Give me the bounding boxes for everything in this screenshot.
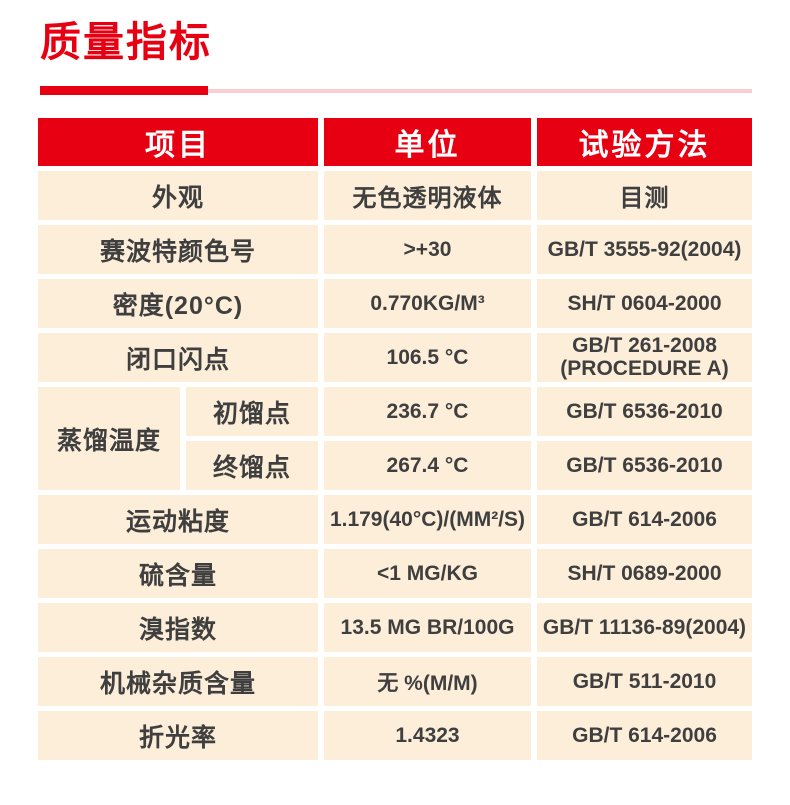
- spec-method-cell: GB/T 614-2006: [537, 495, 752, 544]
- table-header-row: 项目 单位 试验方法: [38, 118, 752, 166]
- spec-unit-cell: >+30: [324, 225, 531, 274]
- spec-unit-cell: 无色透明液体: [324, 171, 531, 220]
- column-header-item: 项目: [38, 118, 318, 166]
- divider-light-segment: [208, 88, 752, 93]
- spec-unit-cell: <1 MG/KG: [324, 549, 531, 598]
- spec-method-cell: GB/T 6536-2010: [537, 441, 752, 490]
- spec-item-cell: 运动粘度: [38, 495, 318, 544]
- spec-method-cell: SH/T 0689-2000: [537, 549, 752, 598]
- spec-item-cell: 密度(20°C): [38, 279, 318, 328]
- table-row: 折光率 1.4323 GB/T 614-2006: [38, 711, 752, 760]
- table-row: 终馏点 267.4 °C GB/T 6536-2010: [38, 441, 752, 490]
- title-divider: [40, 86, 752, 95]
- spec-unit-cell: 0.770KG/M³: [324, 279, 531, 328]
- spec-unit-cell: 236.7 °C: [324, 387, 531, 436]
- column-header-method: 试验方法: [537, 118, 752, 166]
- spec-method-cell: GB/T 614-2006: [537, 711, 752, 760]
- spec-subitem-cell: 终馏点: [186, 441, 318, 490]
- table-row: 机械杂质含量 无 %(M/M) GB/T 511-2010: [38, 657, 752, 706]
- spec-item-cell: 外观: [38, 171, 318, 220]
- spec-unit-cell: 1.4323: [324, 711, 531, 760]
- quality-spec-table: 项目 单位 试验方法 外观 无色透明液体 目测 赛波特颜色号 >+30 GB/T…: [32, 113, 758, 765]
- table-row: 赛波特颜色号 >+30 GB/T 3555-92(2004): [38, 225, 752, 274]
- divider-solid-segment: [40, 86, 208, 95]
- spec-method-cell: GB/T 261-2008 (PROCEDURE A): [537, 333, 752, 382]
- spec-item-cell: 溴指数: [38, 603, 318, 652]
- spec-item-cell: 折光率: [38, 711, 318, 760]
- spec-item-cell: 闭口闪点: [38, 333, 318, 382]
- spec-unit-cell: 13.5 MG BR/100G: [324, 603, 531, 652]
- spec-method-cell: GB/T 3555-92(2004): [537, 225, 752, 274]
- table-row: 溴指数 13.5 MG BR/100G GB/T 11136-89(2004): [38, 603, 752, 652]
- table-row: 外观 无色透明液体 目测: [38, 171, 752, 220]
- spec-method-cell: GB/T 11136-89(2004): [537, 603, 752, 652]
- table-row: 密度(20°C) 0.770KG/M³ SH/T 0604-2000: [38, 279, 752, 328]
- page-title: 质量指标: [40, 19, 212, 65]
- table-row: 硫含量 <1 MG/KG SH/T 0689-2000: [38, 549, 752, 598]
- spec-item-cell: 硫含量: [38, 549, 318, 598]
- spec-unit-cell: 106.5 °C: [324, 333, 531, 382]
- table-row: 闭口闪点 106.5 °C GB/T 261-2008 (PROCEDURE A…: [38, 333, 752, 382]
- spec-item-cell: 机械杂质含量: [38, 657, 318, 706]
- spec-group-cell: 蒸馏温度: [38, 387, 180, 490]
- table-row: 蒸馏温度 初馏点 236.7 °C GB/T 6536-2010: [38, 387, 752, 490]
- spec-subitem-cell: 初馏点: [186, 387, 318, 436]
- spec-method-cell: GB/T 6536-2010: [537, 387, 752, 436]
- spec-method-cell: GB/T 511-2010: [537, 657, 752, 706]
- spec-unit-cell: 1.179(40°C)/(MM²/S): [324, 495, 531, 544]
- spec-method-cell: 目测: [537, 171, 752, 220]
- spec-method-cell: SH/T 0604-2000: [537, 279, 752, 328]
- column-header-unit: 单位: [324, 118, 531, 166]
- spec-unit-cell: 无 %(M/M): [324, 657, 531, 706]
- spec-item-cell: 赛波特颜色号: [38, 225, 318, 274]
- spec-unit-cell: 267.4 °C: [324, 441, 531, 490]
- table-row: 运动粘度 1.179(40°C)/(MM²/S) GB/T 614-2006: [38, 495, 752, 544]
